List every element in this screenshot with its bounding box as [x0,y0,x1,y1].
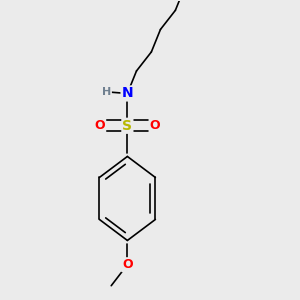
Text: O: O [122,258,133,271]
Text: O: O [149,119,160,132]
Text: S: S [122,119,132,133]
Text: O: O [94,119,105,132]
Text: H: H [102,87,111,97]
Text: N: N [122,86,133,100]
